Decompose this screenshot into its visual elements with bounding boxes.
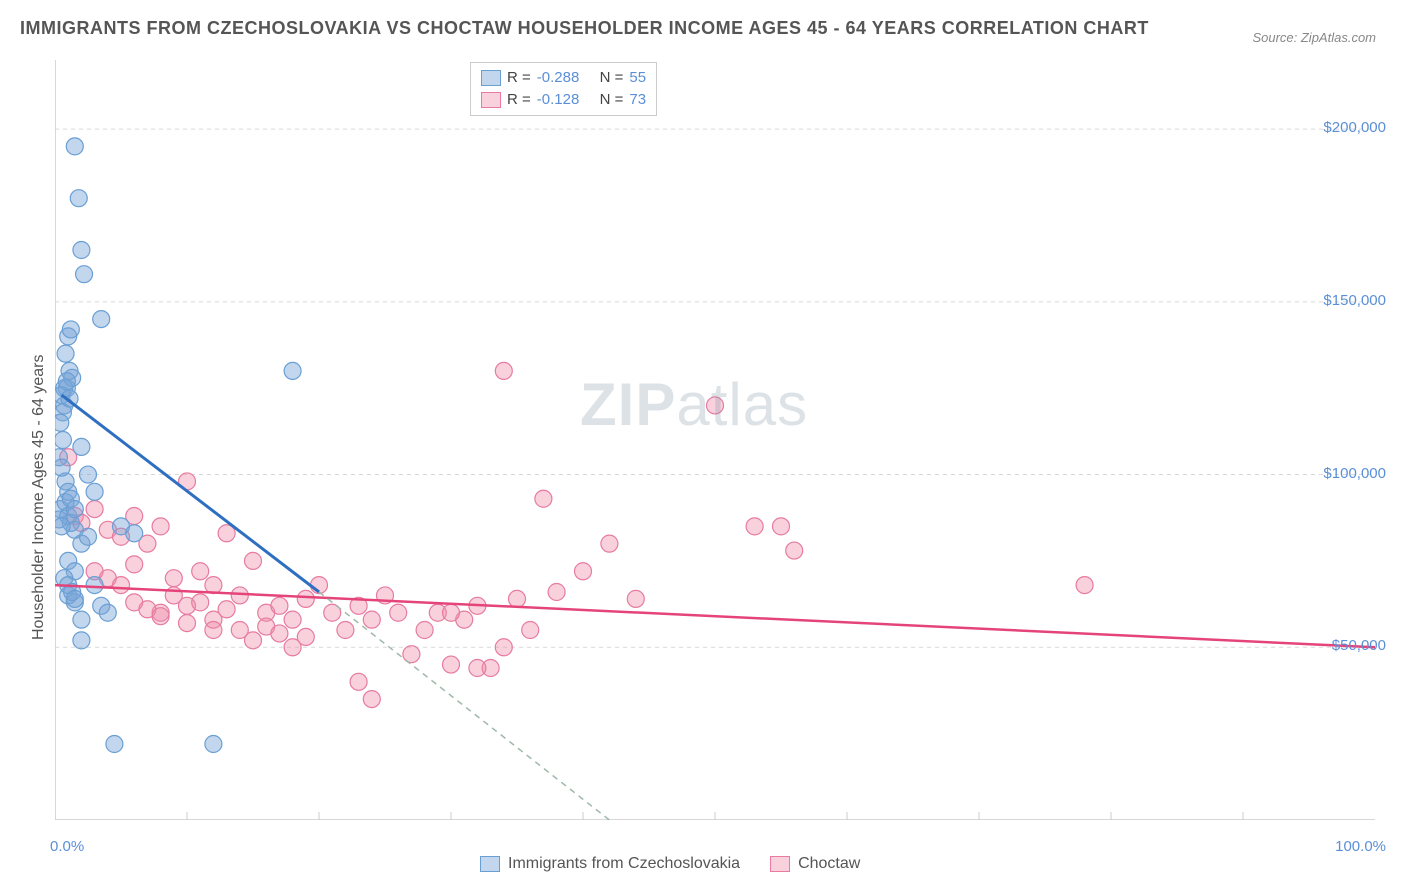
legend-n-label-a: N = xyxy=(600,67,624,89)
y-tick-label: $150,000 xyxy=(1323,292,1386,309)
x-tick-min: 0.0% xyxy=(50,838,84,855)
correlation-legend: R = -0.288 N = 55 R = -0.128 N = 73 xyxy=(470,62,657,116)
series-name-a: Immigrants from Czechoslovakia xyxy=(508,855,740,873)
series-swatch-b xyxy=(770,856,790,872)
legend-n-value-a: 55 xyxy=(629,67,646,89)
legend-row-a: R = -0.288 N = 55 xyxy=(481,67,646,89)
legend-row-b: R = -0.128 N = 73 xyxy=(481,89,646,111)
scatter-plot xyxy=(55,60,1375,820)
series-swatch-a xyxy=(480,856,500,872)
legend-n-value-b: 73 xyxy=(629,89,646,111)
y-axis-label: Householder Income Ages 45 - 64 years xyxy=(30,355,48,641)
series-name-b: Choctaw xyxy=(798,855,860,873)
legend-r-label-b: R = xyxy=(507,89,531,111)
legend-r-label-a: R = xyxy=(507,67,531,89)
series-legend-b: Choctaw xyxy=(770,855,860,873)
legend-r-value-a: -0.288 xyxy=(537,67,580,89)
y-tick-label: $100,000 xyxy=(1323,465,1386,482)
chart-title: IMMIGRANTS FROM CZECHOSLOVAKIA VS CHOCTA… xyxy=(20,18,1149,39)
legend-swatch-b xyxy=(481,92,501,108)
legend-r-value-b: -0.128 xyxy=(537,89,580,111)
series-legend-a: Immigrants from Czechoslovakia xyxy=(480,855,740,873)
y-tick-label: $50,000 xyxy=(1332,637,1386,654)
series-legend: Immigrants from Czechoslovakia Choctaw xyxy=(480,855,860,873)
x-tick-max: 100.0% xyxy=(1335,838,1386,855)
legend-swatch-a xyxy=(481,70,501,86)
source-credit: Source: ZipAtlas.com xyxy=(1252,30,1376,45)
legend-n-label-b: N = xyxy=(600,89,624,111)
y-tick-label: $200,000 xyxy=(1323,119,1386,136)
